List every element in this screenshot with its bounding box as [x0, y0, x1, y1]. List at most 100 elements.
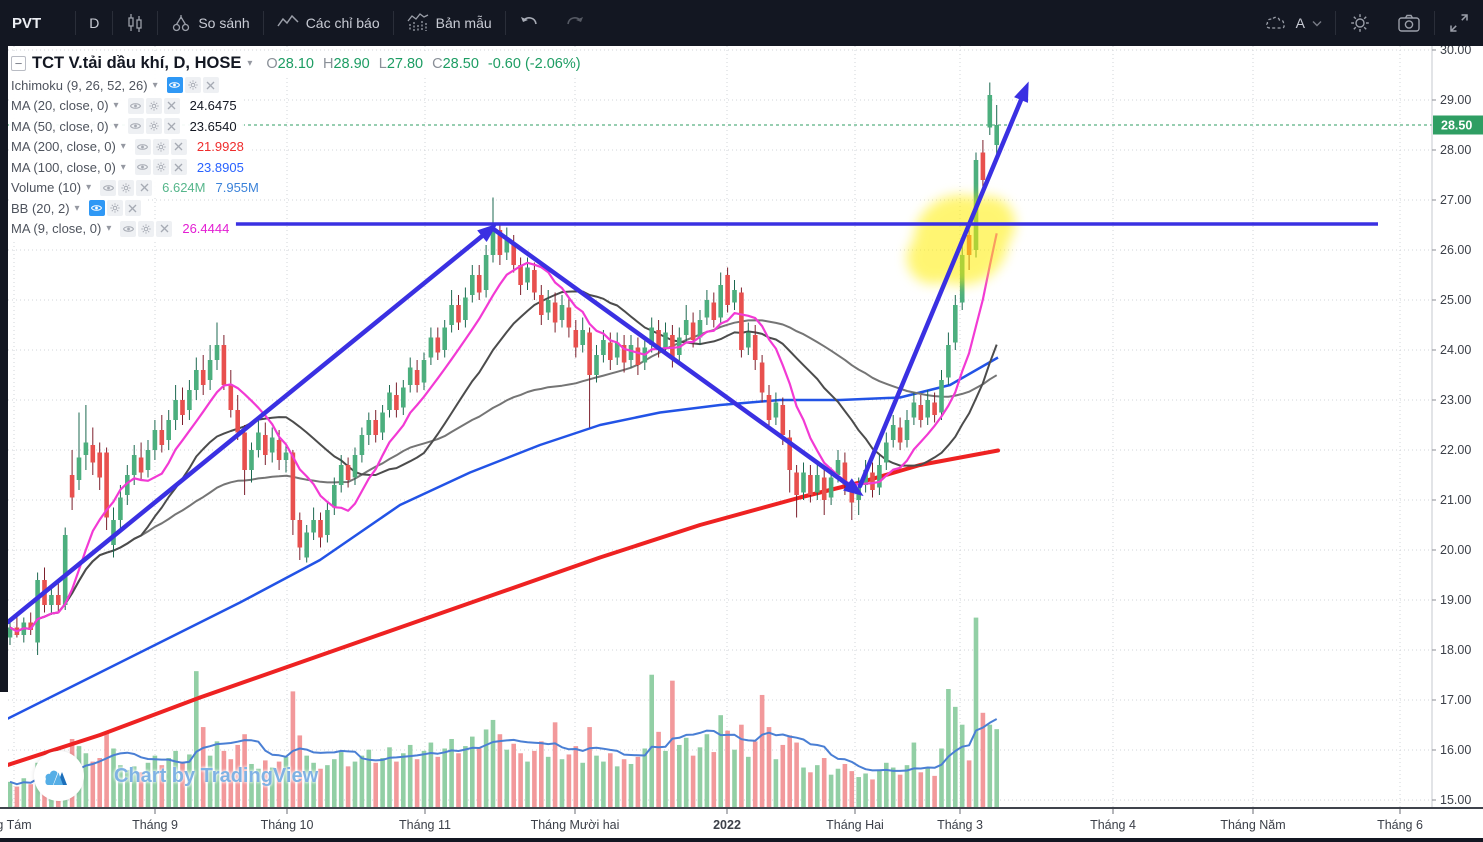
watermark-text: Chart by TradingView [114, 764, 319, 787]
indicators-button[interactable]: Các chỉ báo [264, 0, 393, 46]
toolbar-separator [1434, 11, 1435, 35]
chevron-down-icon[interactable]: ▾ [247, 58, 253, 69]
redo-icon [565, 14, 585, 32]
high-value: 28.90 [333, 55, 370, 72]
eye-icon[interactable] [88, 200, 105, 217]
time-axis-label: Tháng 6 [1377, 818, 1423, 832]
gear-icon[interactable] [145, 97, 162, 114]
templates-button[interactable]: Bản mẫu [394, 0, 505, 46]
chart-style-button[interactable] [113, 0, 157, 46]
undo-icon [519, 14, 539, 32]
gear-icon[interactable] [152, 159, 169, 176]
indicator-name: MA (100, close, 0) [11, 159, 116, 175]
indicator-row[interactable]: Volume (10) ▾ 6.624M 7.955M [9, 177, 266, 198]
interval-button[interactable]: D [76, 0, 112, 46]
price-axis-label: 30.00 [1440, 43, 1471, 57]
indicator-name: Ichimoku (9, 26, 52, 26) [11, 77, 148, 93]
close-icon[interactable] [156, 220, 173, 237]
time-axis-label: Tháng Hai [826, 818, 884, 832]
layout-name-label: A [1295, 15, 1305, 31]
settings-button[interactable] [1336, 0, 1384, 46]
indicator-value: 26.4444 [182, 221, 230, 237]
price-axis-label: 17.00 [1440, 693, 1471, 707]
indicator-value: 7.955M [215, 180, 259, 196]
indicator-value: 23.6540 [189, 118, 237, 134]
cloud-layout-button[interactable]: A [1250, 0, 1335, 46]
price-axis-label: 20.00 [1440, 543, 1471, 557]
eye-icon[interactable] [100, 179, 117, 196]
toolbar-separator [75, 11, 77, 35]
tradingview-logo-icon [34, 751, 84, 801]
templates-label: Bản mẫu [435, 15, 492, 31]
chevron-down-icon[interactable]: ▾ [113, 120, 119, 132]
time-axis-label: Tháng 11 [399, 818, 451, 832]
gear-icon[interactable] [118, 179, 135, 196]
tradingview-watermark[interactable]: Chart by TradingView [34, 751, 318, 801]
eye-icon[interactable] [166, 77, 183, 94]
eye-icon[interactable] [134, 138, 151, 155]
fullscreen-button[interactable] [1435, 0, 1483, 46]
gear-icon[interactable] [106, 200, 123, 217]
undo-button[interactable] [506, 0, 552, 46]
left-panel-strip [0, 46, 8, 692]
close-icon[interactable] [124, 200, 141, 217]
indicator-value: 6.624M [162, 180, 206, 196]
time-axis-label: Tháng 4 [1090, 818, 1136, 832]
indicator-row[interactable]: BB (20, 2) ▾ [9, 198, 148, 219]
screenshot-button[interactable] [1384, 0, 1434, 46]
eye-icon[interactable] [120, 220, 137, 237]
compare-button[interactable]: So sánh [158, 0, 262, 46]
redo-button[interactable] [552, 0, 598, 46]
indicator-value: 23.8905 [196, 159, 244, 175]
symbol-title[interactable]: TCT V.tải dầu khí, D, HOSE [32, 54, 242, 72]
indicators-label: Các chỉ báo [305, 15, 380, 31]
chevron-down-icon [1312, 20, 1322, 27]
toolbar-right: A [1250, 0, 1483, 46]
chevron-down-icon[interactable]: ▾ [120, 161, 126, 173]
indicator-row[interactable]: MA (9, close, 0) ▾ 26.4444 [9, 218, 237, 239]
indicator-name: MA (50, close, 0) [11, 118, 109, 134]
compare-label: So sánh [198, 15, 250, 31]
current-price-label: 28.50 [1441, 119, 1472, 133]
price-axis-label: 29.00 [1440, 93, 1471, 107]
close-icon[interactable] [163, 118, 180, 135]
indicator-value: 21.9928 [196, 139, 244, 155]
indicator-row[interactable]: MA (200, close, 0) ▾ 21.9928 [9, 136, 251, 157]
eye-icon[interactable] [134, 159, 151, 176]
price-axis-label: 27.00 [1440, 193, 1471, 207]
eye-icon[interactable] [127, 97, 144, 114]
chevron-down-icon[interactable]: ▾ [113, 100, 119, 112]
indicator-row[interactable]: MA (50, close, 0) ▾ 23.6540 [9, 116, 244, 137]
symbol-button[interactable]: PVT [0, 0, 75, 46]
collapse-legend-icon[interactable]: − [11, 56, 26, 71]
chevron-down-icon[interactable]: ▾ [106, 223, 112, 235]
chevron-down-icon[interactable]: ▾ [120, 141, 126, 153]
close-icon[interactable] [170, 159, 187, 176]
time-axis-label: Tháng Năm [1220, 818, 1285, 832]
gear-icon[interactable] [138, 220, 155, 237]
close-value: 28.50 [442, 55, 479, 72]
gear-icon[interactable] [145, 118, 162, 135]
indicator-row[interactable]: MA (100, close, 0) ▾ 23.8905 [9, 157, 251, 178]
close-icon[interactable] [163, 97, 180, 114]
eye-icon[interactable] [127, 118, 144, 135]
close-icon[interactable] [136, 179, 153, 196]
indicator-value: 24.6475 [189, 98, 237, 114]
compare-icon [171, 13, 191, 33]
gear-icon[interactable] [184, 77, 201, 94]
indicator-row[interactable]: MA (20, close, 0) ▾ 24.6475 [9, 95, 244, 116]
symbol-legend-row[interactable]: − TCT V.tải dầu khí, D, HOSE ▾ O28.10 H2… [9, 52, 589, 75]
indicator-row[interactable]: Ichimoku (9, 26, 52, 26) ▾ [9, 75, 226, 96]
price-axis-label: 18.00 [1440, 643, 1471, 657]
gear-icon[interactable] [152, 138, 169, 155]
time-axis-label: Tháng 10 [261, 818, 314, 832]
chevron-down-icon[interactable]: ▾ [152, 79, 158, 91]
chevron-down-icon[interactable]: ▾ [86, 182, 92, 194]
close-icon[interactable] [202, 77, 219, 94]
chevron-down-icon[interactable]: ▾ [74, 202, 80, 214]
cloud-icon [1263, 13, 1289, 33]
indicator-controls [166, 77, 219, 94]
close-icon[interactable] [170, 138, 187, 155]
